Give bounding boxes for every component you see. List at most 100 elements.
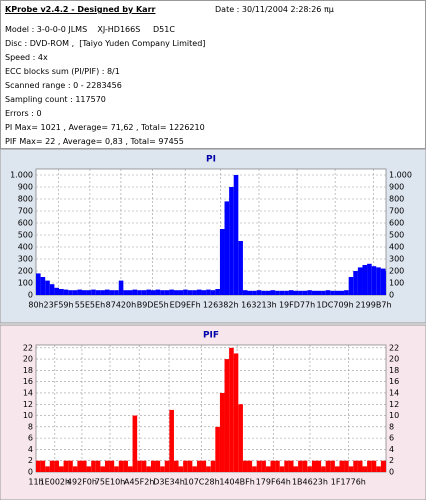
y-tick-label: 2 — [28, 456, 33, 465]
bar — [196, 460, 202, 472]
y-tick-label: 300 — [18, 255, 33, 264]
bar — [307, 466, 312, 472]
y-tick-label: 6 — [28, 434, 33, 443]
bar — [91, 289, 96, 295]
x-tick-label: ED9EFh — [170, 301, 201, 310]
bar — [137, 460, 142, 472]
y-tick-label: 700 — [18, 207, 33, 216]
y-tick-label: 600 — [18, 219, 33, 228]
bar — [353, 460, 358, 472]
y2-tick-label: 600 — [389, 219, 404, 228]
bar — [150, 460, 156, 472]
bar — [114, 290, 119, 295]
y2-tick-label: 300 — [389, 255, 404, 264]
y-tick-label: 18 — [23, 366, 33, 375]
y-tick-label: 22 — [23, 343, 33, 352]
y-tick-label: 0 — [28, 468, 33, 477]
bar — [36, 273, 41, 295]
bar — [127, 466, 133, 472]
x-tick-label: 2199B7h — [356, 301, 392, 310]
x-tick-label: 107C28h — [184, 478, 220, 487]
bar — [178, 466, 184, 472]
x-tick-label: 1E002h — [40, 478, 70, 487]
bar — [72, 466, 78, 472]
bar — [160, 466, 165, 472]
bar — [173, 290, 179, 295]
x-tick-label: 11h — [28, 478, 43, 487]
y2-tick-label: 12 — [389, 400, 399, 409]
bar — [192, 290, 197, 295]
bar — [321, 466, 326, 472]
y2-tick-label: 900 — [389, 183, 404, 192]
y2-tick-label: 0 — [389, 291, 394, 300]
bar — [348, 466, 354, 472]
bar — [109, 460, 115, 472]
bar — [238, 404, 243, 472]
bar — [210, 290, 216, 295]
bar — [325, 460, 331, 472]
x-tick-label: 1B4623h — [292, 478, 328, 487]
x-tick-label: B9DE5h — [137, 301, 169, 310]
bar — [63, 460, 69, 472]
bar — [316, 290, 322, 295]
y-tick-label: 100 — [18, 279, 33, 288]
x-tick-label: 1F1776h — [331, 478, 366, 487]
bar — [270, 290, 276, 295]
y-tick-label: 0 — [28, 291, 33, 300]
y-tick-label: 4 — [28, 445, 33, 454]
bar — [339, 290, 345, 295]
bar — [353, 271, 358, 295]
bar — [380, 268, 386, 295]
bar — [95, 290, 101, 295]
y2-tick-label: 400 — [389, 243, 404, 252]
y2-tick-label: 700 — [389, 207, 404, 216]
y-tick-label: 200 — [18, 267, 33, 276]
x-tick-label: 80h — [28, 301, 43, 310]
bar — [247, 460, 253, 472]
bar — [376, 267, 381, 295]
bar — [279, 466, 285, 472]
y-tick-label: 10 — [23, 411, 33, 420]
bar — [362, 265, 368, 295]
bar — [270, 460, 276, 472]
y2-tick-label: 16 — [389, 377, 399, 386]
bar — [298, 460, 303, 472]
y2-tick-label: 14 — [389, 388, 399, 397]
x-tick-label: A45F2h — [124, 478, 154, 487]
bar — [155, 460, 161, 472]
info-line: Scanned range : 0 - 2283456 — [5, 81, 122, 90]
y-tick-label: 800 — [18, 195, 33, 204]
bar — [81, 290, 87, 295]
bar — [215, 426, 220, 472]
bar — [40, 460, 46, 472]
bar — [252, 290, 257, 295]
x-tick-label: 75E10h — [95, 478, 125, 487]
bar — [348, 277, 354, 295]
bar — [95, 460, 101, 472]
y2-tick-label: 200 — [389, 267, 404, 276]
bar — [293, 466, 299, 472]
bar — [344, 460, 349, 472]
y2-tick-label: 20 — [389, 355, 399, 364]
y2-tick-label: 22 — [389, 343, 399, 352]
bar — [77, 289, 82, 295]
bar — [302, 290, 308, 295]
bar — [104, 289, 110, 295]
bar — [114, 466, 119, 472]
bar — [247, 290, 253, 295]
bar — [252, 466, 257, 472]
bar — [118, 460, 124, 472]
bar — [224, 359, 230, 472]
bar — [81, 460, 87, 472]
bar — [242, 290, 248, 295]
bar — [275, 460, 280, 472]
bar — [127, 290, 133, 295]
bar — [261, 460, 266, 472]
bar — [265, 466, 271, 472]
bar — [261, 290, 266, 295]
bar — [36, 460, 41, 472]
y2-tick-label: 2 — [389, 456, 394, 465]
bar — [321, 290, 326, 295]
bar — [178, 290, 184, 295]
